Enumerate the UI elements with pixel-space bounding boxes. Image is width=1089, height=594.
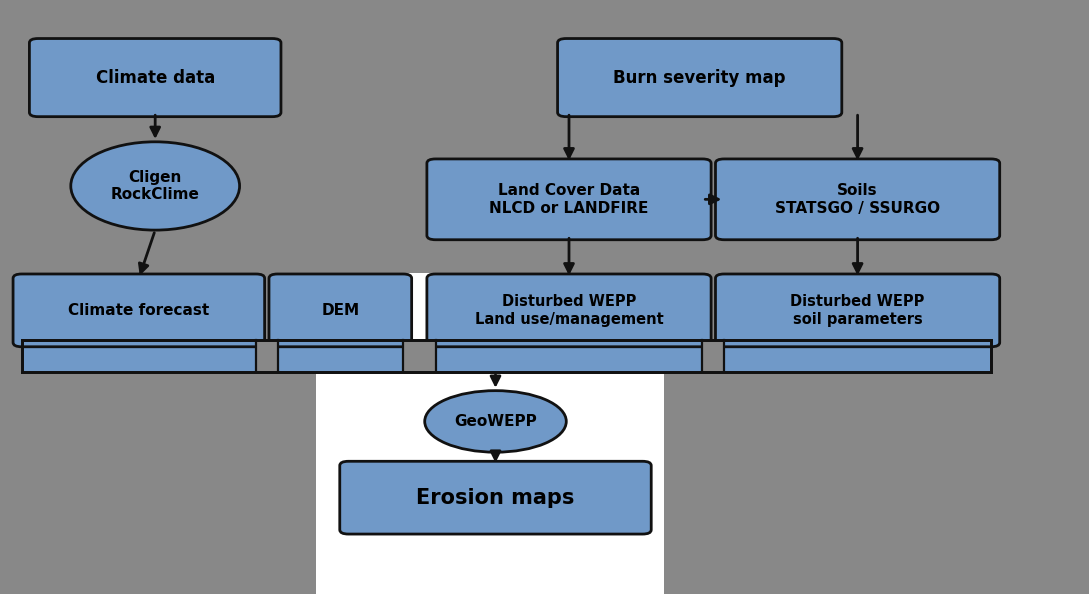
Ellipse shape <box>425 391 566 452</box>
FancyBboxPatch shape <box>715 159 1000 240</box>
Bar <box>256 340 278 372</box>
Text: GeoWEPP: GeoWEPP <box>454 414 537 429</box>
FancyBboxPatch shape <box>715 274 1000 347</box>
Text: Erosion maps: Erosion maps <box>416 488 575 508</box>
Text: Burn severity map: Burn severity map <box>613 68 786 87</box>
Bar <box>22 340 256 372</box>
Bar <box>316 273 664 594</box>
Bar <box>403 340 436 372</box>
Text: Land Cover Data
NLCD or LANDFIRE: Land Cover Data NLCD or LANDFIRE <box>489 183 649 216</box>
Bar <box>724 340 991 372</box>
FancyBboxPatch shape <box>269 274 412 347</box>
Text: Climate forecast: Climate forecast <box>69 303 209 318</box>
FancyBboxPatch shape <box>29 39 281 116</box>
Text: Cligen
RockClime: Cligen RockClime <box>111 170 199 202</box>
Text: Disturbed WEPP
soil parameters: Disturbed WEPP soil parameters <box>791 294 925 327</box>
FancyBboxPatch shape <box>13 274 265 347</box>
Text: Disturbed WEPP
Land use/management: Disturbed WEPP Land use/management <box>475 294 663 327</box>
Text: Climate data: Climate data <box>96 68 215 87</box>
FancyBboxPatch shape <box>427 159 711 240</box>
Bar <box>702 340 724 372</box>
FancyBboxPatch shape <box>558 39 842 116</box>
Text: Soils
STATSGO / SSURGO: Soils STATSGO / SSURGO <box>775 183 940 216</box>
FancyBboxPatch shape <box>340 462 651 534</box>
Text: DEM: DEM <box>321 303 359 318</box>
Bar <box>22 340 991 372</box>
FancyBboxPatch shape <box>427 274 711 347</box>
Ellipse shape <box>71 142 240 230</box>
